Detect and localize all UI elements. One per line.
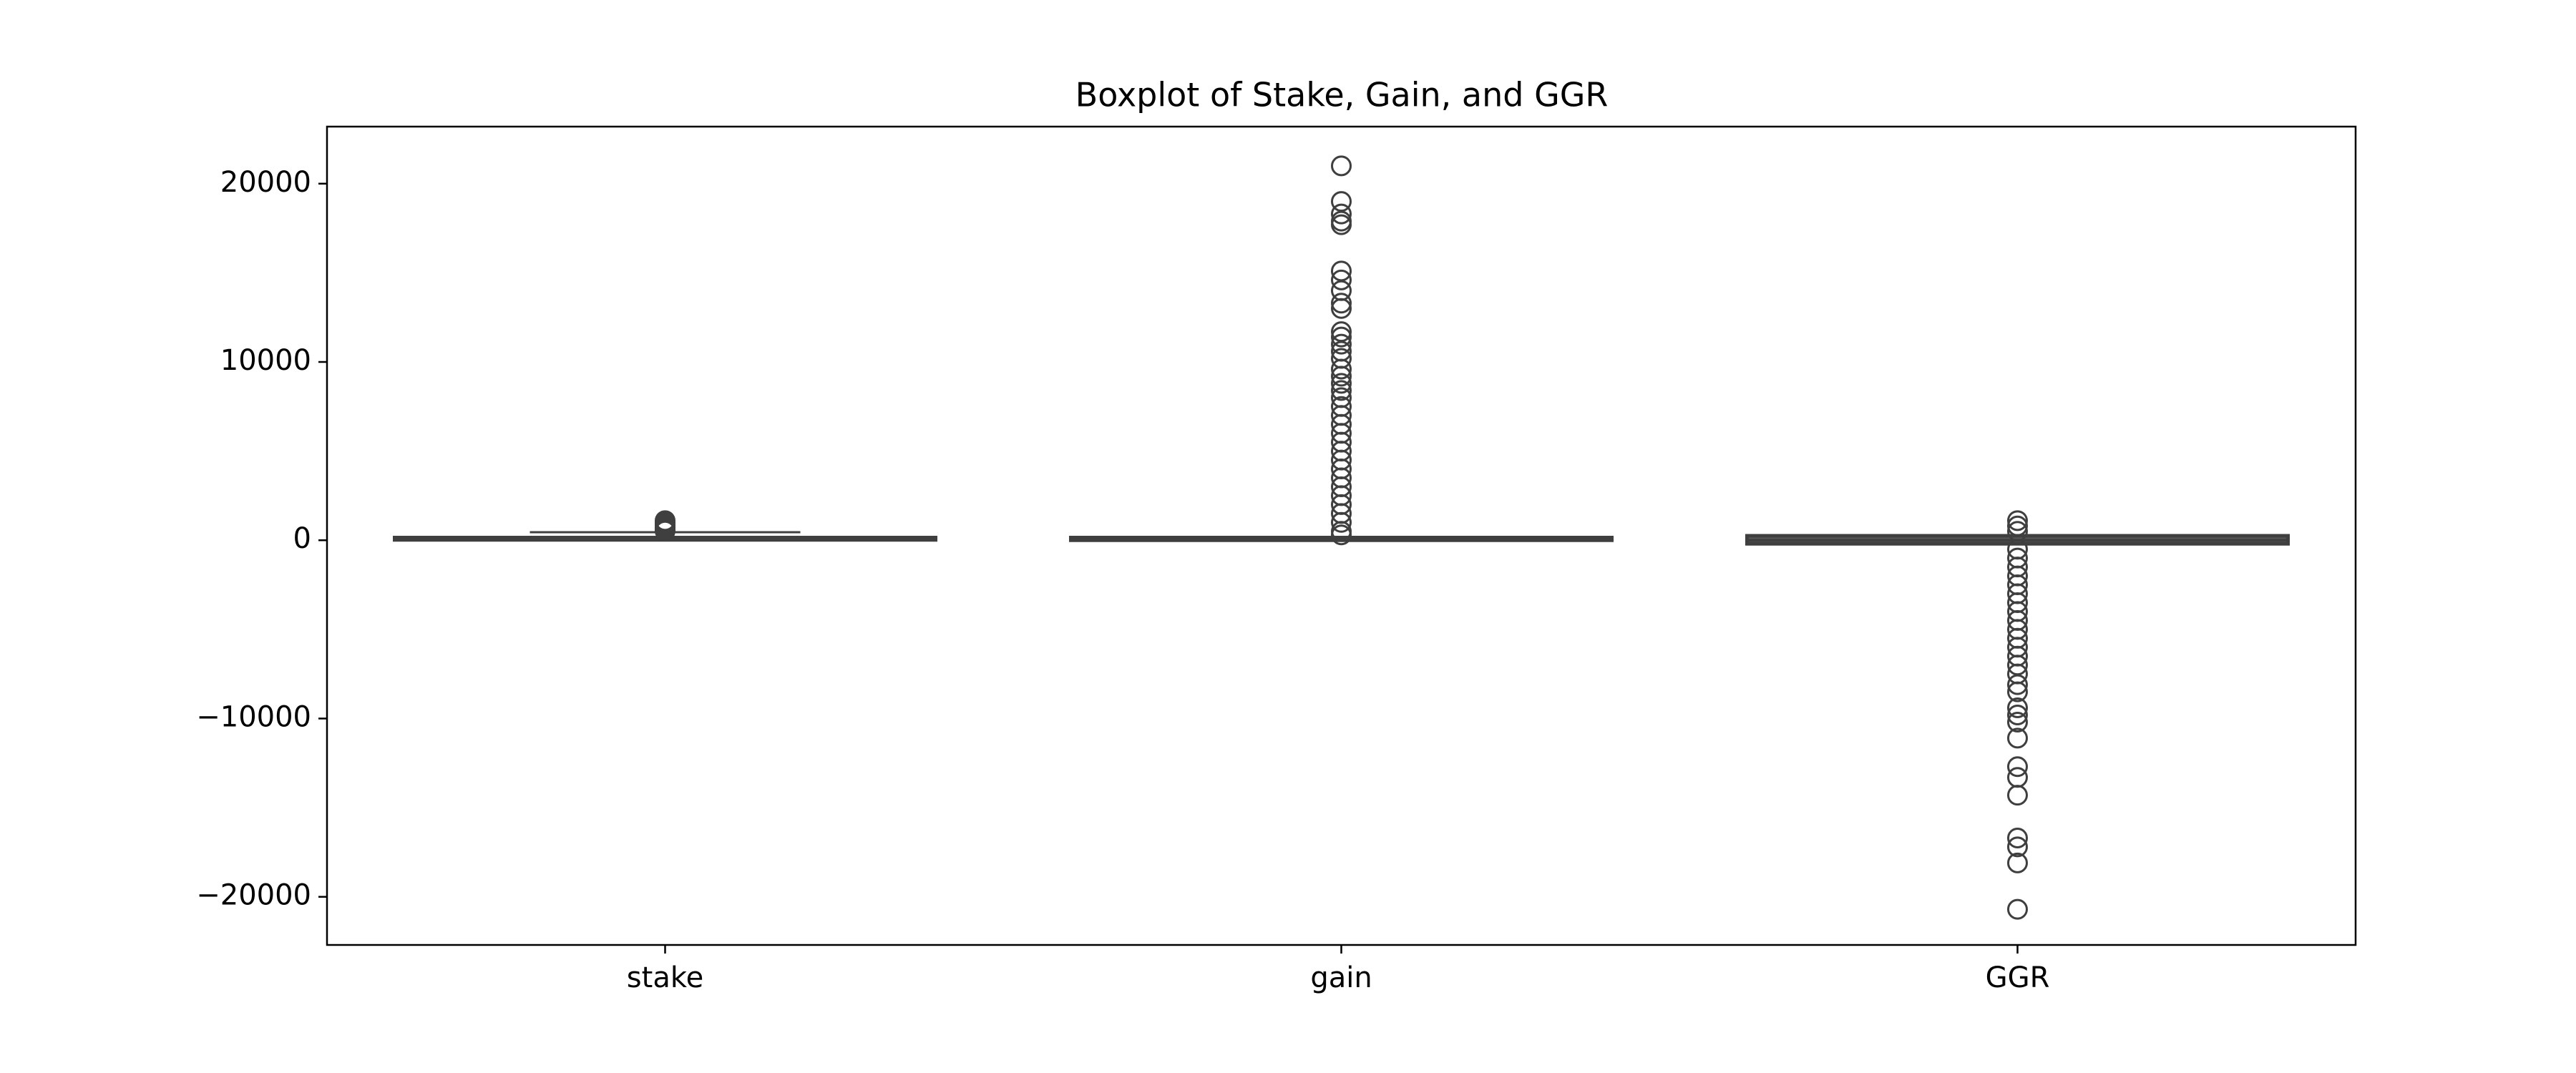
x-tick-label: gain <box>1310 961 1372 994</box>
outlier <box>2007 547 2028 569</box>
outlier <box>2007 785 2028 806</box>
outlier <box>2007 727 2028 749</box>
outlier <box>1331 380 1352 401</box>
x-tick-label: stake <box>627 961 703 994</box>
outlier <box>2007 898 2028 920</box>
outlier <box>655 510 675 531</box>
y-tick-label: 10000 <box>220 344 311 377</box>
outlier <box>1331 298 1352 319</box>
y-tick-label: 20000 <box>220 166 311 199</box>
outlier <box>1331 333 1352 355</box>
outlier <box>1331 269 1352 290</box>
outlier <box>1331 358 1352 380</box>
outlier <box>1331 155 1352 177</box>
y-tick-label: 0 <box>293 522 311 555</box>
outlier <box>2007 836 2028 858</box>
outlier <box>2007 510 2028 531</box>
y-tick-label: −10000 <box>196 700 311 733</box>
outlier <box>1331 366 1352 387</box>
outlier <box>1331 524 1352 546</box>
y-tick-label: −20000 <box>196 879 311 912</box>
outlier <box>1331 203 1352 225</box>
outlier <box>2007 827 2028 848</box>
outlier <box>2007 515 2028 536</box>
outlier <box>2007 756 2028 778</box>
outlier <box>2007 521 2028 542</box>
outlier <box>2007 697 2028 719</box>
outlier <box>1331 326 1352 348</box>
outlier <box>2007 711 2028 733</box>
outlier <box>1331 511 1352 533</box>
outlier <box>2007 852 2028 873</box>
outlier <box>1331 373 1352 394</box>
x-tick-label: GGR <box>1986 961 2050 994</box>
outlier <box>1331 214 1352 235</box>
outlier <box>1331 293 1352 314</box>
chart-title: Boxplot of Stake, Gain, and GGR <box>1075 76 1609 114</box>
outlier <box>2007 704 2028 725</box>
outlier <box>2007 767 2028 788</box>
